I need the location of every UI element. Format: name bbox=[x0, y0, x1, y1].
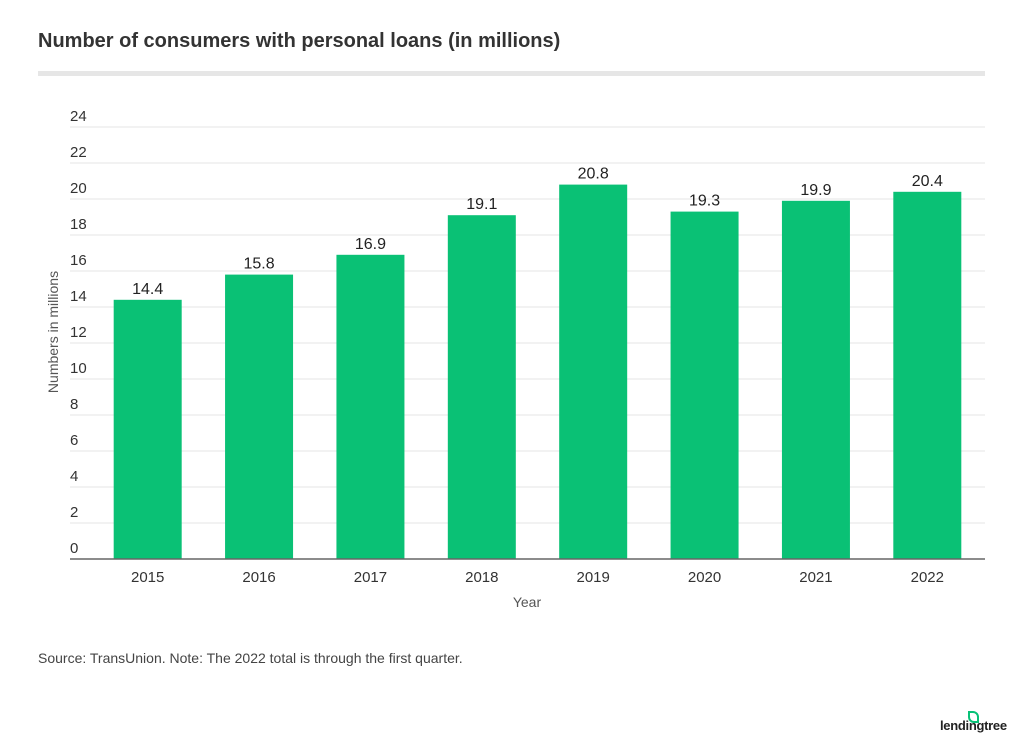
bar-chart: 02468101214161820222414.4201515.8201616.… bbox=[45, 108, 985, 610]
bar bbox=[113, 299, 182, 559]
y-tick-label: 8 bbox=[70, 396, 78, 413]
y-tick-label: 18 bbox=[70, 216, 87, 233]
bar bbox=[559, 184, 628, 559]
source-note: Source: TransUnion. Note: The 2022 total… bbox=[38, 650, 463, 666]
chart-title: Number of consumers with personal loans … bbox=[38, 30, 561, 52]
y-tick-label: 4 bbox=[70, 468, 78, 485]
y-tick-label: 20 bbox=[70, 180, 87, 197]
x-tick-label: 2018 bbox=[465, 569, 498, 586]
y-tick-label: 24 bbox=[70, 108, 87, 125]
bar bbox=[781, 200, 850, 560]
x-tick-label: 2015 bbox=[131, 569, 164, 586]
data-label: 15.8 bbox=[243, 256, 274, 273]
y-tick-label: 22 bbox=[70, 144, 87, 161]
y-tick-label: 10 bbox=[70, 360, 87, 377]
x-tick-label: 2022 bbox=[911, 569, 944, 586]
lendingtree-logo: lendingtree bbox=[940, 711, 1007, 733]
bar bbox=[225, 274, 294, 559]
bar bbox=[447, 215, 516, 559]
data-label: 19.3 bbox=[689, 193, 720, 210]
data-label: 19.9 bbox=[800, 182, 831, 199]
data-label: 19.1 bbox=[466, 196, 497, 213]
data-label: 14.4 bbox=[132, 281, 163, 298]
x-tick-label: 2016 bbox=[242, 569, 275, 586]
x-tick-label: 2017 bbox=[354, 569, 387, 586]
title-divider bbox=[38, 71, 985, 76]
y-tick-label: 14 bbox=[70, 288, 87, 305]
x-tick-label: 2021 bbox=[799, 569, 832, 586]
x-tick-label: 2019 bbox=[577, 569, 610, 586]
x-tick-label: 2020 bbox=[688, 569, 721, 586]
x-axis-title: Year bbox=[513, 594, 542, 610]
y-tick-label: 12 bbox=[70, 324, 87, 341]
y-tick-label: 0 bbox=[70, 540, 78, 557]
data-label: 20.8 bbox=[578, 166, 609, 183]
leaf-icon bbox=[968, 711, 979, 723]
y-tick-label: 16 bbox=[70, 252, 87, 269]
y-tick-label: 6 bbox=[70, 432, 78, 449]
bar bbox=[670, 211, 739, 559]
data-label: 20.4 bbox=[912, 173, 943, 190]
bar bbox=[336, 254, 405, 560]
data-label: 16.9 bbox=[355, 236, 386, 253]
logo-text: lendingtree bbox=[940, 718, 1007, 733]
bar bbox=[893, 191, 962, 560]
y-tick-label: 2 bbox=[70, 504, 78, 521]
y-axis-title: Numbers in millions bbox=[45, 271, 61, 393]
